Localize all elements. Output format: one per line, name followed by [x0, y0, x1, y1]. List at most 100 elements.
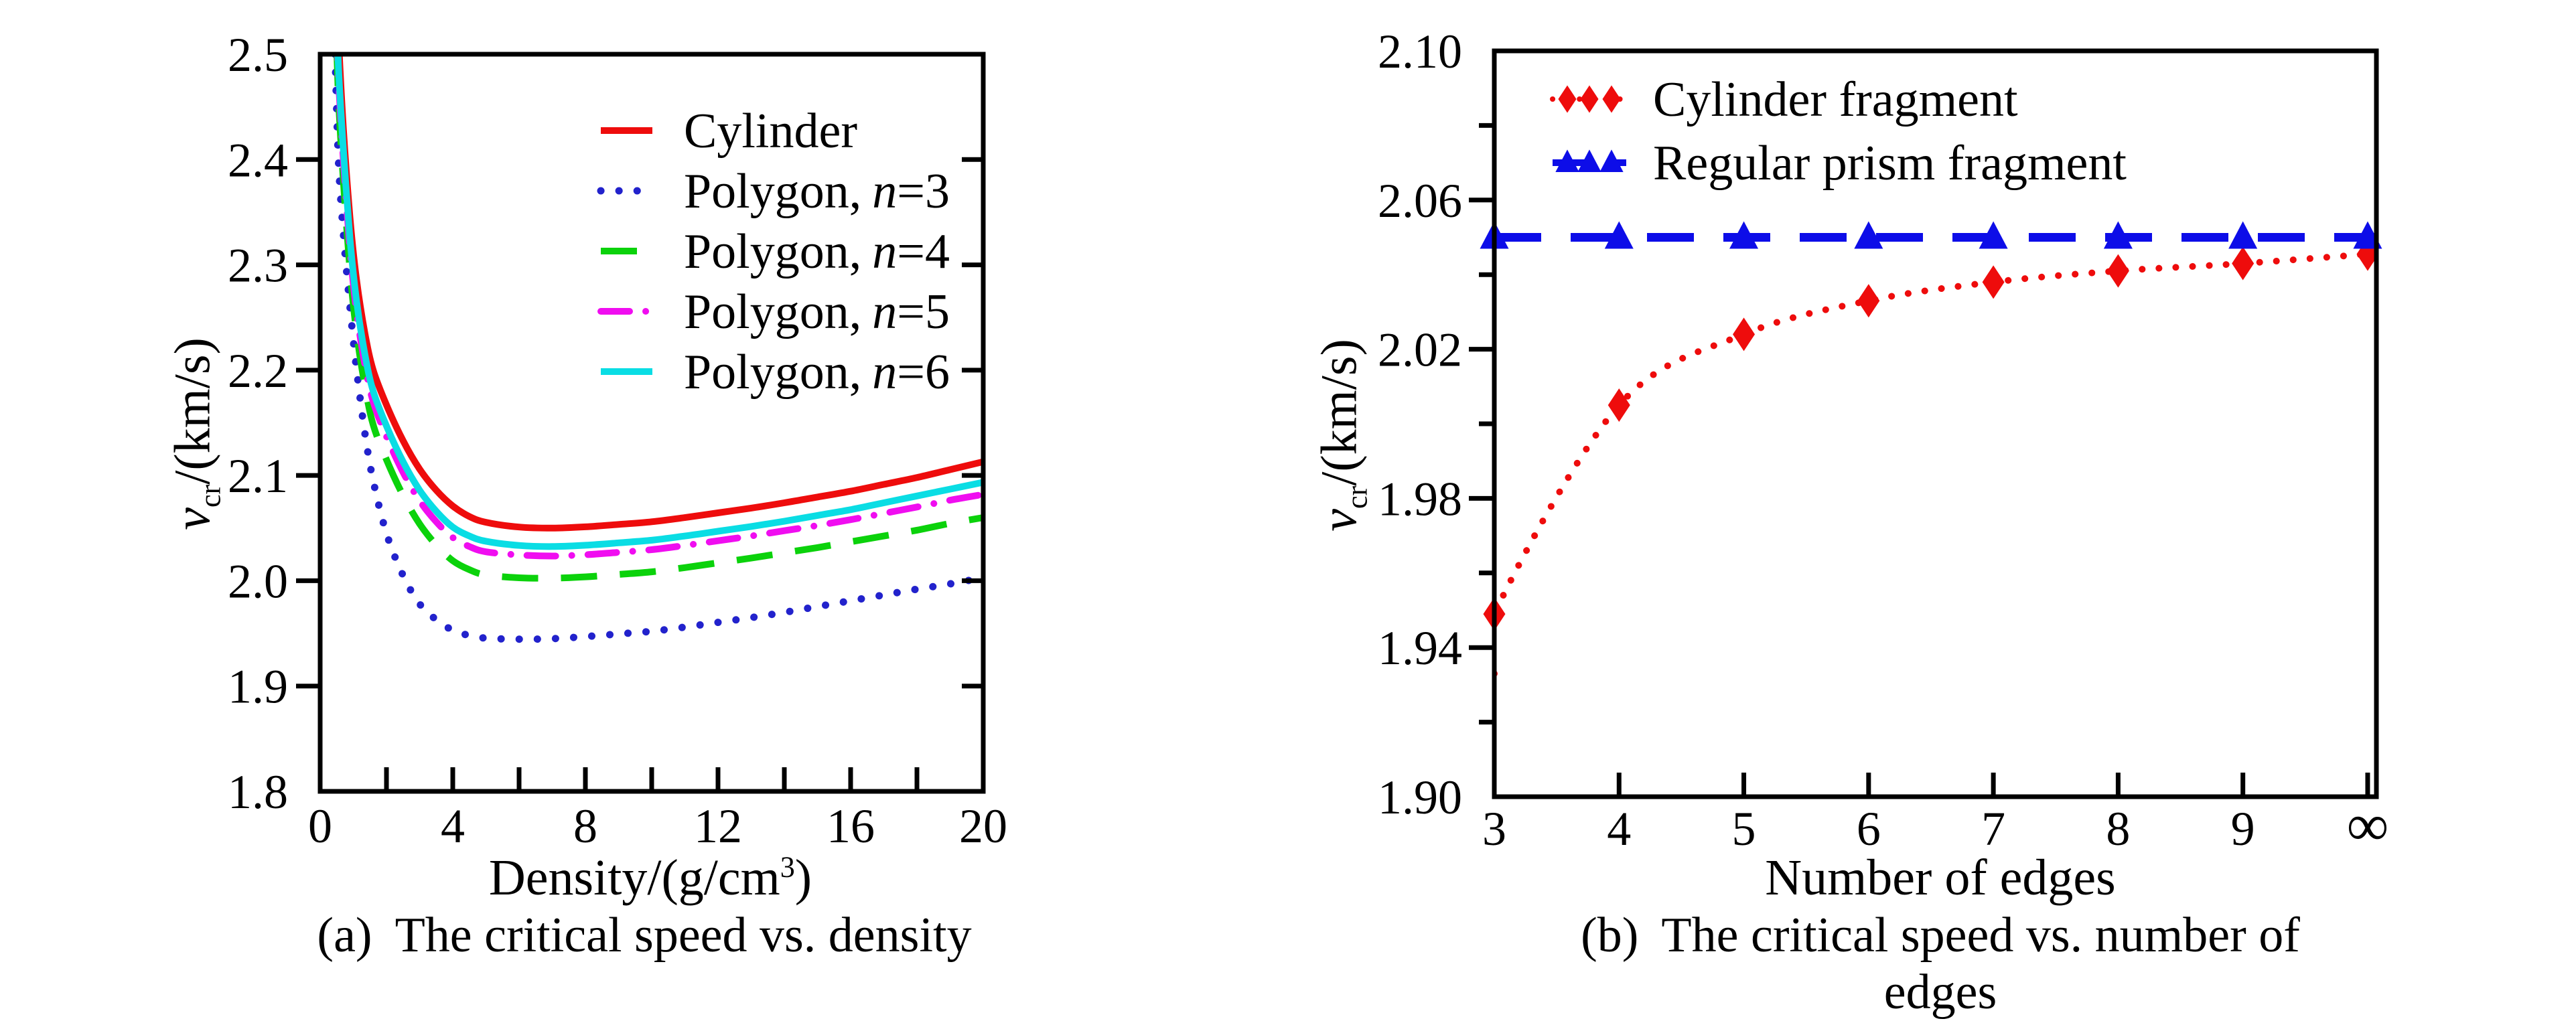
- caption-text-b: The critical speed vs. number of edges: [1661, 908, 2300, 1020]
- cylinder-fragment-marker-diamond: [1857, 284, 1880, 318]
- legend-marker-cylinder-fragment: [1580, 85, 1599, 113]
- y-tick-label: 2.0: [228, 554, 288, 608]
- legend-marker-regular-prism-fragment: [1577, 149, 1601, 172]
- x-title-text-b: Number of edges: [1765, 850, 2116, 906]
- chart-b: 3 4 5 6 7 8 9 ∞ 1.90 1.94 1.98 2.02 2.06 2.10 Cylinder…: [1378, 25, 2388, 858]
- x-tick-label: 3: [1482, 802, 1506, 856]
- y-title-symbol-b: v: [1311, 509, 1368, 532]
- cylinder-fragment-marker-diamond: [1607, 388, 1630, 422]
- chart-b-legend: Cylinder fragment Regular prism fragment: [1550, 72, 2127, 191]
- legend-label-polygon-n4: Polygon, n=4: [684, 224, 950, 279]
- legend-label-text: Cylinder: [684, 104, 857, 159]
- legend-label-italic: n: [872, 285, 897, 339]
- y-tick-label: 2.4: [228, 133, 288, 187]
- cylinder-fragment-marker-diamond: [2232, 246, 2255, 281]
- cylinder-fragment-marker-diamond: [1982, 265, 2005, 299]
- cylinder-fragment-marker-diamond: [2106, 254, 2129, 288]
- y-title-subscript-a: cr: [194, 484, 227, 508]
- y-tick-label: 2.2: [228, 344, 288, 398]
- x-axis-title-a: Density/(g/cm3): [248, 849, 1052, 907]
- legend-label-text: Regular prism fragment: [1653, 136, 2127, 191]
- legend-label-cylinder: Cylinder: [684, 104, 857, 159]
- chart-a-ticks: [296, 157, 983, 791]
- caption-a: (a) The critical speed vs. density: [242, 907, 1046, 964]
- legend-label-regular-prism-fragment: Regular prism fragment: [1653, 136, 2127, 191]
- y-tick-label: 2.5: [228, 28, 288, 82]
- y-tick-label: 1.8: [228, 765, 288, 819]
- legend-label-polygon-n5: Polygon, n=5: [684, 285, 950, 339]
- x-tick-label: 20: [959, 799, 1007, 853]
- y-tick-label: 2.06: [1378, 174, 1462, 228]
- x-tick-label: ∞: [2347, 793, 2389, 858]
- x-tick-label: 8: [573, 799, 597, 853]
- y-tick-label: 1.90: [1378, 771, 1462, 824]
- series-polygon-n4-line: [334, 56, 981, 582]
- chart-a-tick-labels: 0 4 8 12 16 20 1.8 1.9 2.0 2.1 2.2 2.3 2.4 2.5: [228, 28, 1007, 853]
- x-axis-title-b: Number of edges: [1539, 849, 2342, 907]
- x-tick-label: 5: [1732, 802, 1756, 856]
- x-tick-label: 7: [1981, 802, 2005, 856]
- legend-label-text: Polygon,: [684, 224, 861, 279]
- x-tick-label: 9: [2231, 802, 2255, 856]
- y-title-symbol-a: v: [164, 507, 221, 530]
- legend-label-suffix: =5: [897, 285, 950, 339]
- regular-prism-fragment-marker-triangle: [1604, 221, 1634, 249]
- y-tick-label: 2.3: [228, 239, 288, 293]
- y-title-units-a: /(km/s): [164, 337, 221, 485]
- y-tick-label: 2.10: [1378, 25, 1462, 78]
- caption-tag-b: (b): [1581, 908, 1639, 963]
- legend-label-cylinder-fragment: Cylinder fragment: [1653, 72, 2018, 127]
- x-title-superscript-a: 3: [780, 850, 795, 884]
- regular-prism-fragment-marker-triangle: [1854, 221, 1883, 249]
- regular-prism-fragment-marker-triangle: [2228, 221, 2258, 249]
- y-tick-label: 1.9: [228, 660, 288, 714]
- x-tick-label: 8: [2106, 802, 2130, 856]
- caption-b: (b) The critical speed vs. number of edge…: [1539, 907, 2342, 1021]
- chart-a-curves: [331, 56, 981, 643]
- legend-label-text: Polygon,: [684, 285, 861, 339]
- x-tick-label: 16: [827, 799, 875, 853]
- series-regular-prism-fragment-markers: [1480, 221, 2382, 249]
- legend-marker-regular-prism-fragment: [1555, 149, 1579, 172]
- x-tick-label: 12: [694, 799, 742, 853]
- regular-prism-fragment-marker-triangle: [2103, 221, 2133, 249]
- x-tick-label: 4: [1607, 802, 1631, 856]
- y-title-subscript-b: cr: [1340, 485, 1374, 509]
- series-polygon-n3-line: [331, 56, 981, 643]
- legend-label-suffix: =3: [897, 164, 950, 219]
- chart-b-ticks: [1469, 123, 2370, 797]
- y-tick-label: 1.98: [1378, 472, 1462, 526]
- regular-prism-fragment-marker-triangle: [1979, 221, 2008, 249]
- legend-marker-cylinder-fragment: [1558, 85, 1577, 113]
- legend-label-italic: n: [872, 164, 897, 219]
- legend-marker-cylinder-fragment: [1602, 85, 1621, 113]
- regular-prism-fragment-marker-triangle: [1729, 221, 1759, 249]
- legend-label-italic: n: [872, 345, 897, 400]
- caption-text-a: The critical speed vs. density: [395, 908, 972, 963]
- y-tick-label: 2.1: [228, 449, 288, 503]
- y-title-units-b: /(km/s): [1311, 339, 1368, 486]
- legend-label-suffix: =4: [897, 224, 950, 279]
- legend-label-italic: n: [872, 224, 897, 279]
- y-axis-title-b: vcr/(km/s): [1310, 339, 1373, 532]
- x-title-close-a: ): [794, 850, 812, 906]
- chart-b-tick-labels: 3 4 5 6 7 8 9 ∞ 1.90 1.94 1.98 2.02 2.06 2.10: [1378, 25, 2388, 858]
- legend-label-polygon-n6: Polygon, n=6: [684, 345, 950, 400]
- series-cylinder-fragment-markers: [1483, 237, 2379, 631]
- chart-b-curves: [1496, 233, 2374, 677]
- y-axis-title-a: vcr/(km/s): [163, 337, 226, 530]
- series-polygon-n6-line: [334, 56, 981, 550]
- legend-label-text: Polygon,: [684, 164, 861, 219]
- legend-label-text: Polygon,: [684, 345, 861, 400]
- chart-a: 0 4 8 12 16 20 1.8 1.9 2.0 2.1 2.2 2.3 2.4 2.5 Cylinde…: [228, 28, 1007, 853]
- y-tick-label: 1.94: [1378, 621, 1462, 675]
- x-tick-label: 0: [308, 799, 332, 853]
- x-tick-label: 6: [1857, 802, 1881, 856]
- series-cylinder-fragment-line: [1496, 250, 2371, 677]
- legend-marker-regular-prism-fragment: [1599, 149, 1624, 172]
- x-tick-label: 4: [441, 799, 465, 853]
- y-tick-label: 2.02: [1378, 323, 1462, 377]
